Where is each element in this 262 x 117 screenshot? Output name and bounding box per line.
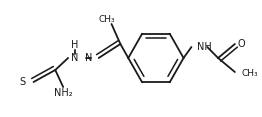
Text: CH₃: CH₃ (242, 69, 258, 79)
Text: N: N (85, 53, 93, 63)
Text: NH₂: NH₂ (54, 88, 73, 98)
Text: CH₃: CH₃ (98, 15, 115, 24)
Text: H: H (71, 40, 79, 50)
Text: O: O (238, 39, 245, 49)
Text: N: N (70, 53, 78, 63)
Text: NH: NH (197, 42, 212, 52)
Text: S: S (20, 77, 26, 87)
